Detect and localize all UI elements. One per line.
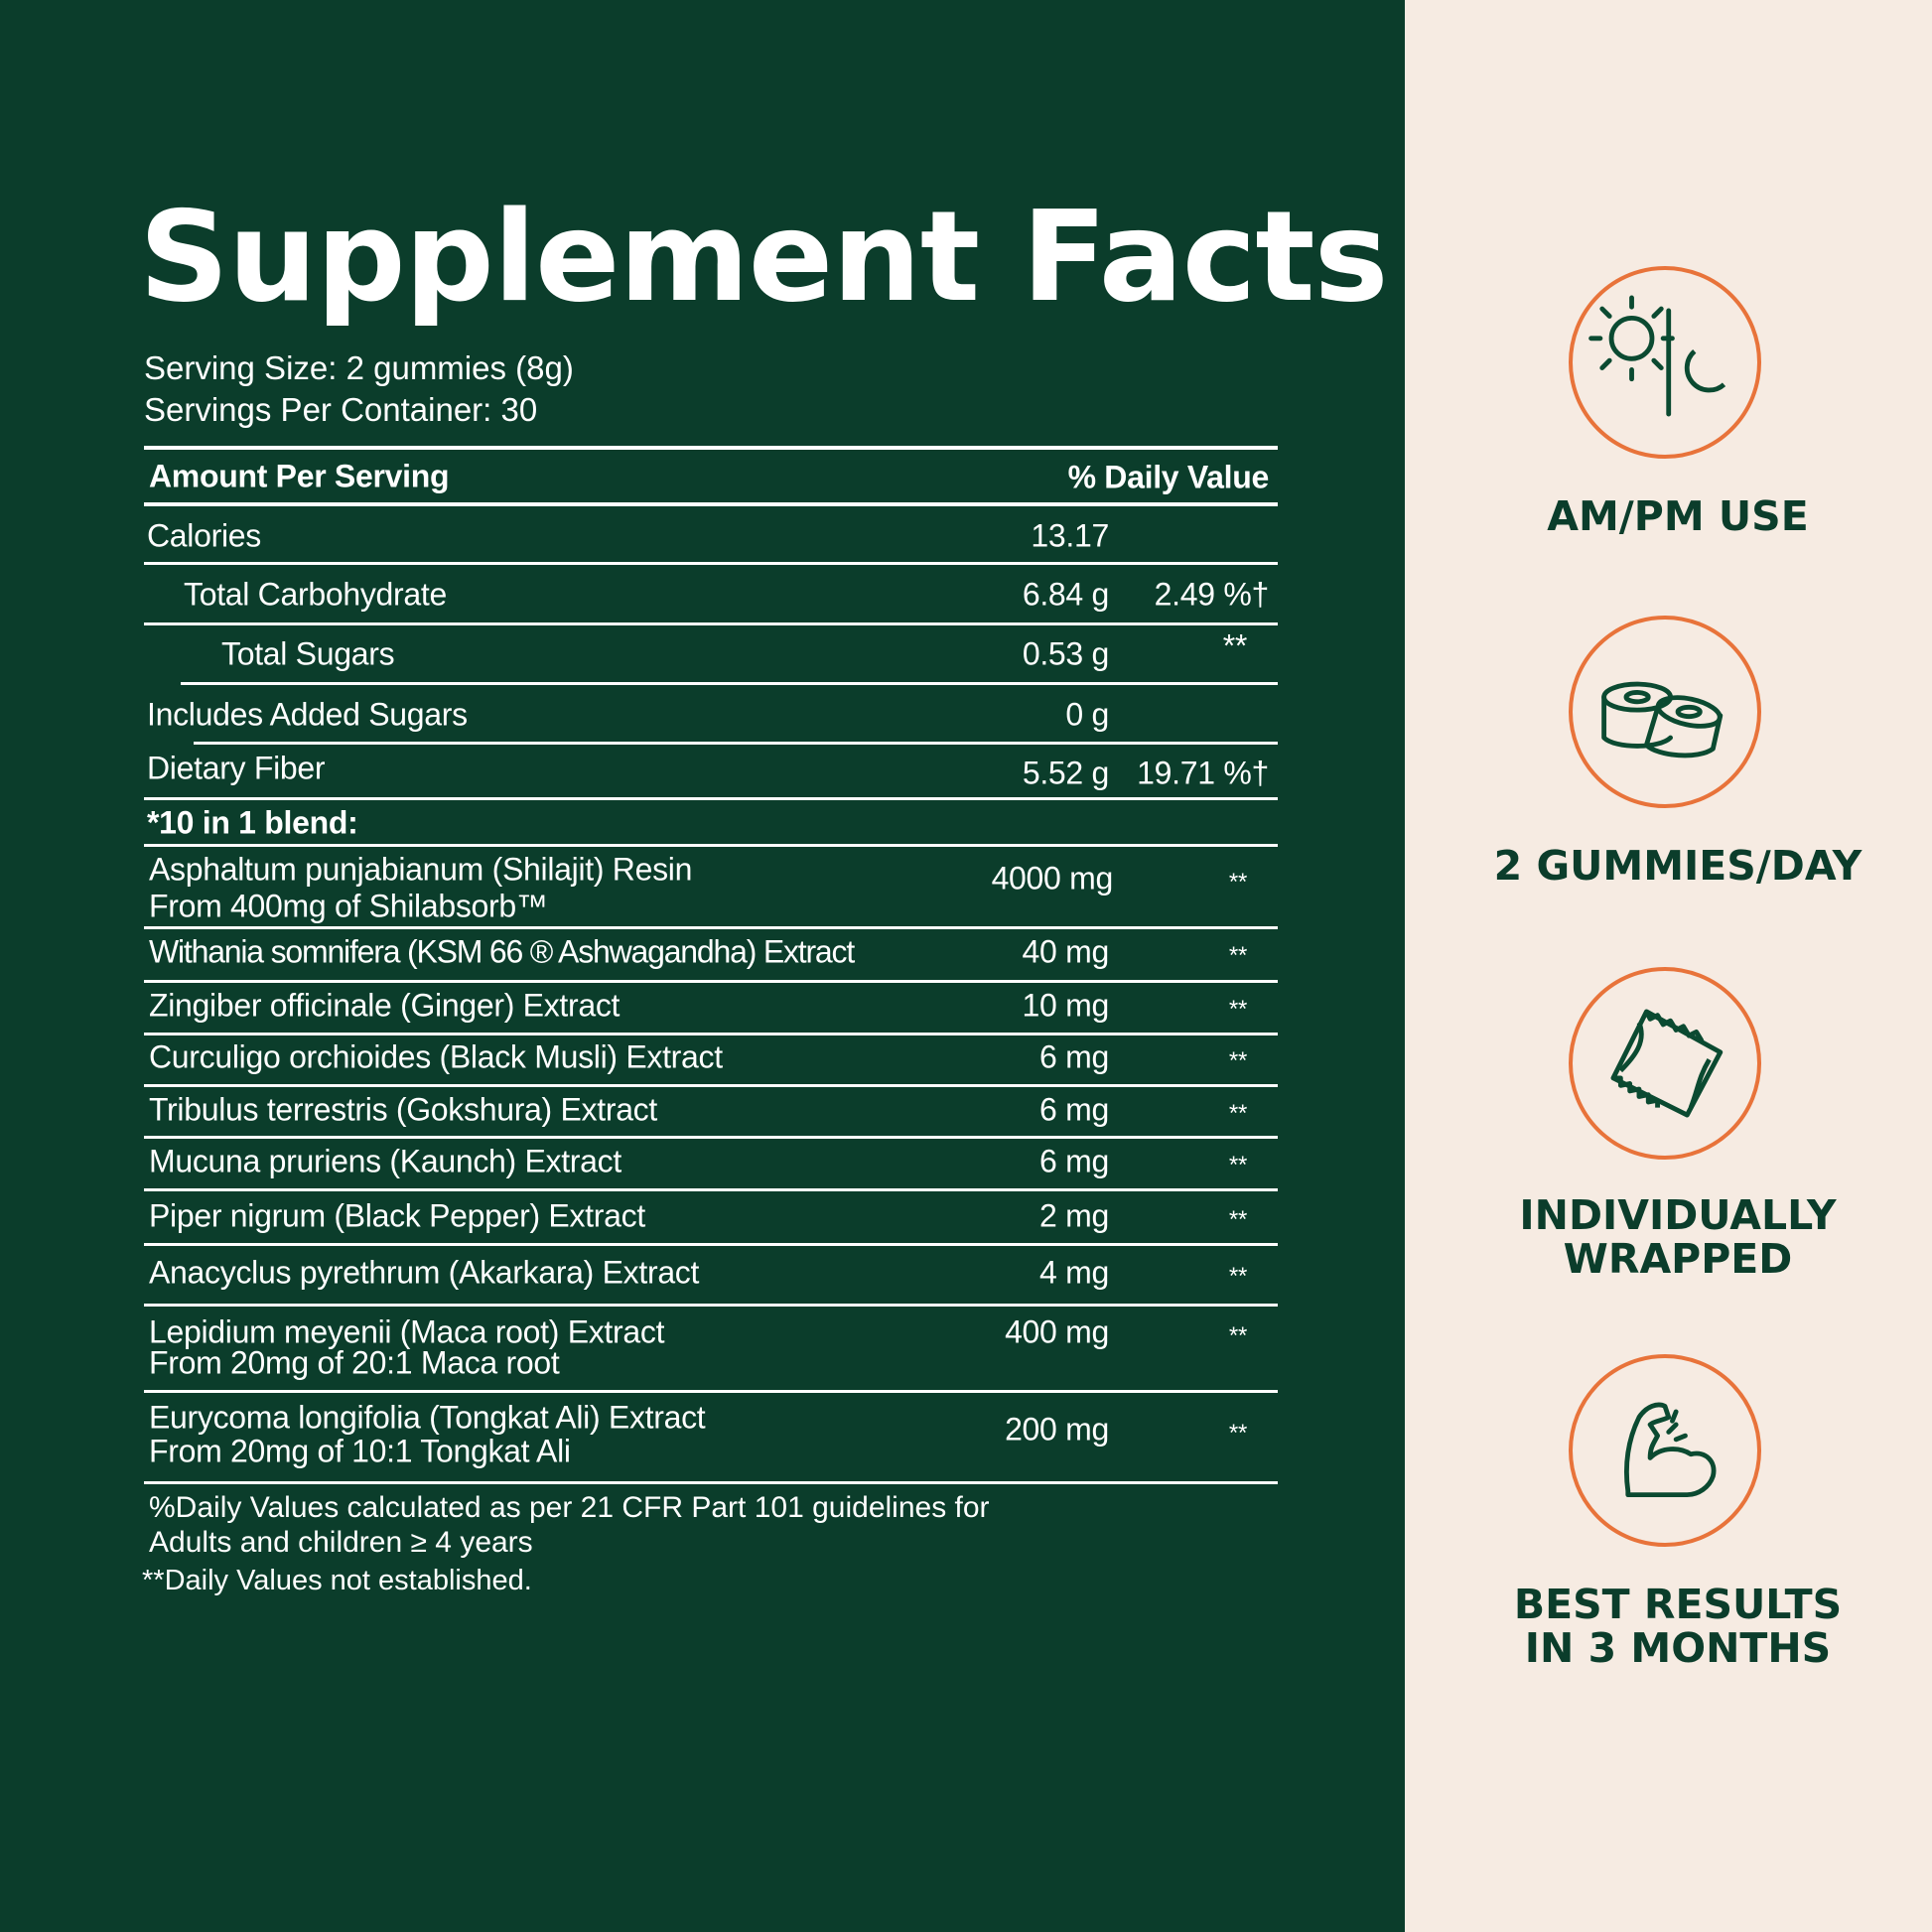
divider-rule <box>144 797 1278 800</box>
divider-rule <box>144 1136 1278 1139</box>
servings-per-container: Servings Per Container: 30 <box>144 391 538 428</box>
supplement-facts-panel: Supplement Facts Serving Size: 2 gummies… <box>139 184 1389 1596</box>
header-amount-per-serving: Amount Per Serving <box>149 458 450 494</box>
divider-rule <box>144 844 1278 847</box>
feature-label: BEST RESULTS IN 3 MONTHS <box>1469 1583 1886 1670</box>
ingredient-name: Withania somnifera (KSM 66 ® Ashwagandha… <box>149 933 855 970</box>
ingredient-daily-value: ** <box>1228 1206 1247 1233</box>
footnote: %Daily Values calculated as per 21 CFR P… <box>149 1491 990 1524</box>
nutrient-name: Total Sugars <box>221 635 395 672</box>
nutrient-name: Dietary Fiber <box>147 750 326 786</box>
ingredient-name: Mucuna pruriens (Kaunch) Extract <box>149 1143 621 1179</box>
ingredient-daily-value: ** <box>1228 996 1247 1023</box>
ingredient-daily-value: ** <box>1228 869 1247 896</box>
divider-rule <box>144 1481 1278 1484</box>
ingredient-amount: 10 mg <box>1022 987 1110 1024</box>
ingredient-daily-value: ** <box>1228 1322 1247 1349</box>
ingredient-amount: 40 mg <box>1022 933 1110 970</box>
divider-rule <box>181 682 1278 685</box>
nutrient-name: Includes Added Sugars <box>147 696 468 733</box>
feature-label-line: IN 3 MONTHS <box>1524 1624 1832 1672</box>
nutrient-amount: 0.53 g <box>1022 635 1109 672</box>
divider-rule <box>144 446 1278 450</box>
sun-moon-icon <box>1569 266 1761 459</box>
ingredient-name: Asphaltum punjabianum (Shilajit) Resin <box>149 851 693 888</box>
ingredient-amount: 4 mg <box>1039 1254 1109 1291</box>
nutrient-amount: 13.17 <box>1031 517 1109 554</box>
ingredient-daily-value: ** <box>1228 1047 1247 1074</box>
feature-label-line: WRAPPED <box>1563 1235 1793 1283</box>
divider-rule <box>144 1084 1278 1087</box>
divider-rule <box>194 742 1278 745</box>
blend-label: *10 in 1 blend: <box>147 804 358 841</box>
feature-label: 2 GUMMIES/DAY <box>1493 842 1863 890</box>
feature-label: INDIVIDUALLY WRAPPED <box>1469 1193 1886 1281</box>
ingredient-daily-value: ** <box>1228 1263 1247 1290</box>
divider-rule <box>144 1390 1278 1393</box>
ingredient-amount: 200 mg <box>1005 1411 1109 1448</box>
nutrient-amount: 6.84 g <box>1022 576 1109 613</box>
header-daily-value: % Daily Value <box>1067 459 1270 495</box>
ingredient-amount: 400 mg <box>1005 1313 1109 1350</box>
feature-label-line: BEST RESULTS <box>1513 1581 1843 1628</box>
ingredient-daily-value: ** <box>1228 1100 1247 1127</box>
feature-label-line: INDIVIDUALLY <box>1519 1191 1837 1239</box>
divider-rule <box>144 502 1278 506</box>
ingredient-amount: 4000 mg <box>991 860 1114 897</box>
nutrient-name: Calories <box>147 517 261 554</box>
footnote: **Daily Values not established. <box>142 1565 532 1596</box>
ingredient-source: From 20mg of 20:1 Maca root <box>149 1344 560 1381</box>
ingredient-name: Tribulus terrestris (Gokshura) Extract <box>149 1091 657 1128</box>
divider-rule <box>144 926 1278 929</box>
ingredient-name: Curculigo orchioides (Black Musli) Extra… <box>149 1038 723 1075</box>
ingredient-amount: 6 mg <box>1039 1091 1109 1128</box>
feature-label: AM/PM USE <box>1547 492 1809 540</box>
ingredient-amount: 2 mg <box>1039 1197 1109 1234</box>
ingredient-daily-value: ** <box>1228 1152 1247 1178</box>
ingredient-name: Zingiber officinale (Ginger) Extract <box>149 987 621 1024</box>
nutrient-daily-value: 19.71 %† <box>1137 755 1269 791</box>
nutrient-amount: 0 g <box>1065 696 1109 733</box>
nutrient-amount: 5.52 g <box>1022 755 1109 791</box>
nutrient-daily-value: 2.49 %† <box>1154 576 1270 613</box>
flexed-arm-icon <box>1569 1354 1761 1547</box>
ingredient-name: Eurycoma longifolia (Tongkat Ali) Extrac… <box>149 1399 706 1436</box>
nutrient-name: Total Carbohydrate <box>184 576 447 613</box>
ingredient-name: Piper nigrum (Black Pepper) Extract <box>149 1197 645 1234</box>
ingredient-amount: 6 mg <box>1039 1143 1109 1179</box>
divider-rule <box>144 1243 1278 1246</box>
gummies-icon <box>1569 616 1761 808</box>
divider-rule <box>144 1188 1278 1191</box>
nutrient-daily-value: ** <box>1222 627 1248 664</box>
footnote: Adults and children ≥ 4 years <box>149 1526 533 1559</box>
wrapper-icon <box>1569 967 1761 1160</box>
ingredient-daily-value: ** <box>1228 942 1247 969</box>
ingredient-amount: 6 mg <box>1039 1038 1109 1075</box>
divider-rule <box>144 980 1278 983</box>
ingredient-source: From 400mg of Shilabsorb™ <box>149 888 548 924</box>
divider-rule <box>144 622 1278 625</box>
divider-rule <box>144 1304 1278 1307</box>
ingredient-name: Lepidium meyenii (Maca root) Extract <box>149 1313 665 1350</box>
divider-rule <box>144 1033 1278 1035</box>
ingredient-source: From 20mg of 10:1 Tongkat Ali <box>149 1433 571 1469</box>
ingredient-daily-value: ** <box>1228 1420 1247 1447</box>
serving-size: Serving Size: 2 gummies (8g) <box>144 349 574 386</box>
page-title: Supplement Facts <box>139 184 1389 330</box>
ingredient-name: Anacyclus pyrethrum (Akarkara) Extract <box>149 1254 700 1291</box>
divider-rule <box>144 562 1278 565</box>
